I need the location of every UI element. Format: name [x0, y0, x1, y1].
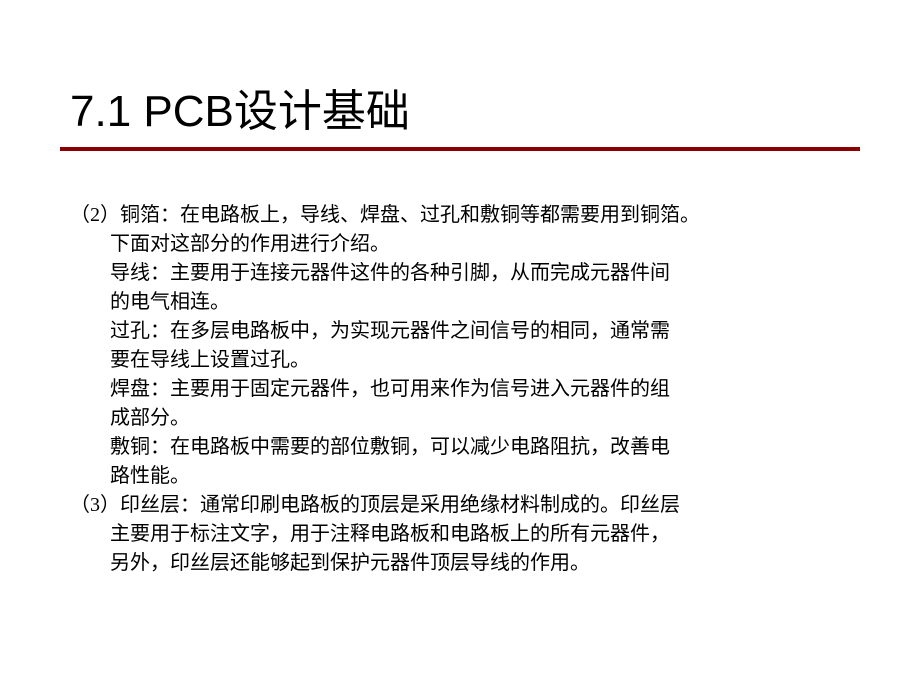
- item-2-line2: 下面对这部分的作用进行介绍。: [70, 230, 850, 259]
- item-3-line3: 另外，印丝层还能够起到保护元器件顶层导线的作用。: [70, 549, 850, 578]
- sub-daoxian-line1: 导线：主要用于连接元器件这件的各种引脚，从而完成元器件间: [70, 259, 850, 288]
- slide-container: 7.1 PCB设计基础 （2）铜箔：在电路板上，导线、焊盘、过孔和敷铜等都需要用…: [0, 0, 920, 608]
- slide-content: （2）铜箔：在电路板上，导线、焊盘、过孔和敷铜等都需要用到铜箔。 下面对这部分的…: [60, 201, 860, 578]
- sub-hanpan-line2: 成部分。: [70, 404, 850, 433]
- sub-hanpan-line1: 焊盘：主要用于固定元器件，也可用来作为信号进入元器件的组: [70, 375, 850, 404]
- title-underline: [60, 147, 860, 151]
- sub-futong-line2: 路性能。: [70, 462, 850, 491]
- item-3-line2: 主要用于标注文字，用于注释电路板和电路板上的所有元器件，: [70, 520, 850, 549]
- sub-guokong-line2: 要在导线上设置过孔。: [70, 346, 850, 375]
- slide-title: 7.1 PCB设计基础: [60, 75, 860, 139]
- item-3-line1: （3）印丝层：通常印刷电路板的顶层是采用绝缘材料制成的。印丝层: [70, 491, 850, 520]
- item-2-line1: （2）铜箔：在电路板上，导线、焊盘、过孔和敷铜等都需要用到铜箔。: [70, 201, 850, 230]
- sub-daoxian-line2: 的电气相连。: [70, 288, 850, 317]
- sub-guokong-line1: 过孔：在多层电路板中，为实现元器件之间信号的相同，通常需: [70, 317, 850, 346]
- sub-futong-line1: 敷铜：在电路板中需要的部位敷铜，可以减少电路阻抗，改善电: [70, 433, 850, 462]
